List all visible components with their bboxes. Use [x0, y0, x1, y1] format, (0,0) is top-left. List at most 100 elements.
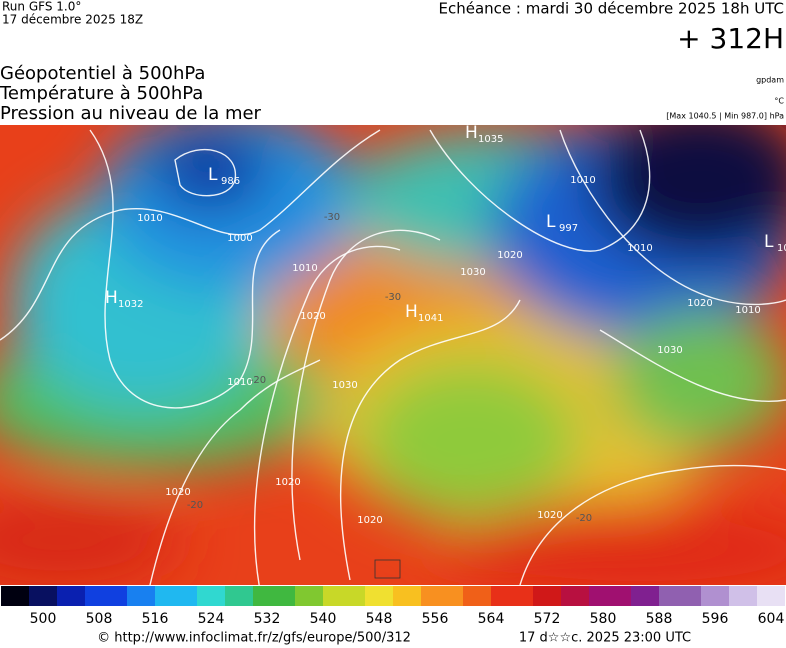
colorbar-label: 596: [702, 611, 729, 627]
center-value: 997: [559, 223, 578, 234]
unit: °C: [774, 97, 784, 106]
colorbar-swatch: [155, 586, 169, 606]
colorbar-swatch: [435, 586, 449, 606]
isobar-label: 1030: [332, 380, 357, 391]
colorbar-swatch: [365, 586, 379, 606]
colorbar-swatch: [1, 586, 15, 606]
colorbar-swatch: [561, 586, 575, 606]
run: Run GFS 1.0°: [2, 0, 81, 14]
isobar-label: 1010: [137, 213, 162, 224]
colorbar-swatch: [113, 586, 127, 606]
colorbar-swatch: [169, 586, 183, 606]
isobar-label: 1020: [497, 250, 522, 261]
colorbar-swatch: [701, 586, 715, 606]
center-value: 1035: [478, 134, 503, 145]
colorbar-swatch: [631, 586, 645, 606]
title: Température à 500hPa: [0, 83, 203, 104]
colorbar-swatch: [743, 586, 757, 606]
colorbar-swatch: [603, 586, 617, 606]
colorbar-swatch: [477, 586, 491, 606]
colorbar-swatch: [771, 586, 785, 606]
colorbar-swatch: [533, 586, 547, 606]
colorbar-swatch: [183, 586, 197, 606]
isobar-label: 1010: [627, 243, 652, 254]
colorbar-swatch: [519, 586, 533, 606]
isobar-label: 1030: [460, 267, 485, 278]
temperature-label: -20: [250, 375, 266, 386]
colorbar-label: 572: [534, 611, 561, 627]
colorbar-swatch: [351, 586, 365, 606]
run-date: 17 décembre 2025 18Z: [2, 13, 143, 27]
colorbar-swatch: [589, 586, 603, 606]
colorbar-label: 588: [646, 611, 673, 627]
isobar-label: 1020: [537, 510, 562, 521]
source-url: © http://www.infoclimat.fr/z/gfs/europe/…: [97, 631, 411, 646]
colorbar-swatch: [337, 586, 351, 606]
center-value: 1032: [118, 299, 143, 310]
colorbar-swatch: [281, 586, 295, 606]
isobar-label: 1020: [275, 477, 300, 488]
colorbar-swatch: [463, 586, 477, 606]
colorbar-swatch: [71, 586, 85, 606]
title: Géopotentiel à 500hPa: [0, 63, 205, 84]
center-letter: H: [465, 123, 478, 143]
colorbar-label: 556: [422, 611, 449, 627]
colorbar-swatch: [141, 586, 155, 606]
temperature-label: -30: [324, 212, 340, 223]
temperature-label: -30: [385, 292, 401, 303]
temperature-label: -20: [576, 513, 592, 524]
colorbar-label: 580: [590, 611, 617, 627]
colorbar-swatch: [43, 586, 57, 606]
colorbar-label: 532: [254, 611, 281, 627]
center-letter: L: [546, 212, 556, 232]
colorbar-label: 604: [758, 611, 785, 627]
colorbar-swatch: [575, 586, 589, 606]
colorbar-swatch: [29, 586, 43, 606]
colorbar-swatch: [239, 586, 253, 606]
colorbar-swatch: [15, 586, 29, 606]
title: Pression au niveau de la mer: [0, 103, 262, 124]
isobar-label: 1020: [357, 515, 382, 526]
colorbar-swatch: [645, 586, 659, 606]
colorbar-swatch: [99, 586, 113, 606]
map: [0, 125, 786, 585]
lead-time: + 312H: [677, 22, 784, 55]
isobar-label: 1010: [570, 175, 595, 186]
isobar-label: 1020: [687, 298, 712, 309]
colorbar-label: 524: [198, 611, 225, 627]
colorbar-swatch: [253, 586, 267, 606]
isobar-label: 1030: [657, 345, 682, 356]
colorbar-swatch: [715, 586, 729, 606]
colorbar: 500 508 516 524 532 540 548 556 564 572 580 588 596 6…: [1, 586, 785, 627]
center-value: 10: [777, 243, 786, 254]
isobar-label: 1010: [735, 305, 760, 316]
center-value: 986: [221, 176, 240, 187]
colorbar-swatch: [617, 586, 631, 606]
colorbar-swatch: [757, 586, 771, 606]
colorbar-swatch: [197, 586, 211, 606]
colorbar-swatch: [267, 586, 281, 606]
colorbar-label: 564: [478, 611, 505, 627]
colorbar-swatch: [309, 586, 323, 606]
isobar-label: 1010: [227, 377, 252, 388]
colorbar-swatch: [85, 586, 99, 606]
colorbar-swatch: [491, 586, 505, 606]
unit: [Max 1040.5 | Min 987.0] hPa: [666, 112, 784, 121]
colorbar-swatch: [127, 586, 141, 606]
colorbar-swatch: [421, 586, 435, 606]
center-letter: L: [208, 165, 218, 185]
isobar-label: 1020: [300, 311, 325, 322]
isobar-label: 1020: [165, 487, 190, 498]
colorbar-swatch: [379, 586, 393, 606]
colorbar-swatch: [505, 586, 519, 606]
colorbar-label: 516: [142, 611, 169, 627]
colorbar-swatch: [407, 586, 421, 606]
center-letter: L: [764, 232, 774, 252]
map-labels: L986H1035H1032H1041L997L1010101000101010…: [105, 123, 786, 526]
valid-time: Echéance : mardi 30 décembre 2025 18h UT…: [439, 0, 784, 18]
colorbar-label: 508: [86, 611, 113, 627]
center-letter: H: [405, 302, 418, 322]
temperature-label: -20: [187, 500, 203, 511]
colorbar-swatch: [225, 586, 239, 606]
